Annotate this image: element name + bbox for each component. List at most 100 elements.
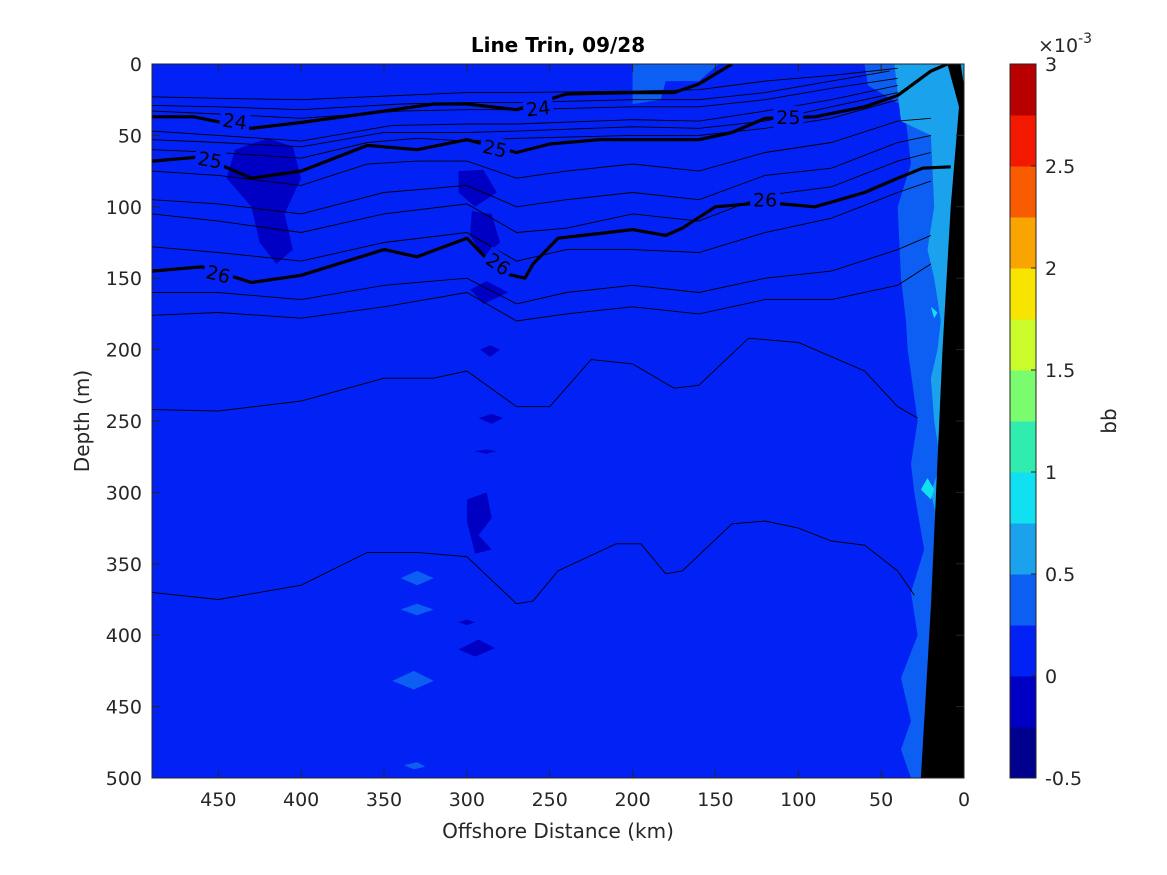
bold-contour-line-24 xyxy=(152,64,733,130)
contour-label-gap-7 xyxy=(750,188,781,211)
y-tick-label-400: 400 xyxy=(106,625,142,647)
thin-contour-line-11 xyxy=(152,263,932,322)
x-tick-label-300: 300 xyxy=(449,789,485,811)
contour-patch-13 xyxy=(392,670,434,690)
y-tick-label-100: 100 xyxy=(106,197,142,219)
thin-contour-line-0 xyxy=(152,67,898,101)
thin-contour-line-6 xyxy=(152,117,931,186)
x-tick-label-450: 450 xyxy=(200,789,236,811)
contour-patch-12 xyxy=(400,603,434,616)
contour-label-gap-4 xyxy=(773,105,804,128)
colorbar-swatch-7 xyxy=(1010,370,1036,422)
contour-patch-9 xyxy=(458,639,495,657)
colorbar-exponent: ×10-3 xyxy=(1038,31,1092,57)
contour-label-7: 26 xyxy=(753,190,777,212)
y-axis-label: Depth (m) xyxy=(70,370,94,472)
colorbar-tick-label-4: 1.5 xyxy=(1045,360,1075,382)
contour-patch-3 xyxy=(470,281,509,304)
contour-patch-7 xyxy=(466,492,492,554)
colorbar-swatch-4 xyxy=(1010,523,1036,575)
thin-contour-line-7 xyxy=(152,134,931,215)
colorbar-swatch-8 xyxy=(1010,319,1036,371)
y-axis: 0 50 100 150 200 250 300 350 400 450 500 xyxy=(106,54,964,790)
colorbar-swatch-10 xyxy=(1010,217,1036,269)
contour-patch-14 xyxy=(403,762,426,770)
x-tick-label-100: 100 xyxy=(780,789,816,811)
y-tick-label-0: 0 xyxy=(130,54,142,76)
colorbar: -0.5 0 0.5 1 1.5 2 2.5 3 ×10-3 bb xyxy=(1009,31,1121,790)
colorbar-swatch-2 xyxy=(1010,625,1036,677)
contour-label-4: 25 xyxy=(776,107,800,129)
colorbar-exponent-base: ×10 xyxy=(1038,35,1078,57)
x-tick-label-250: 250 xyxy=(532,789,568,811)
colorbar-tick-label-3: 1 xyxy=(1045,462,1057,484)
x-axis-label: Offshore Distance (km) xyxy=(442,819,674,843)
contour-label-1: 24 xyxy=(525,97,551,121)
colorbar-swatches xyxy=(1010,64,1036,779)
contour-label-2: 25 xyxy=(196,148,224,174)
contour-label-0: 24 xyxy=(221,110,248,135)
contour-label-gap-6 xyxy=(479,246,517,282)
colorbar-tick-label-2: 0.5 xyxy=(1045,564,1075,586)
x-tick-label-150: 150 xyxy=(697,789,733,811)
contour-patch-16 xyxy=(894,64,964,778)
colorbar-swatch-13 xyxy=(1010,64,1036,116)
thin-contour-line-12 xyxy=(152,337,918,419)
contour-patch-4 xyxy=(480,345,500,357)
colorbar-swatch-5 xyxy=(1010,472,1036,524)
thin-contour-line-10 xyxy=(152,234,932,305)
contour-label-gap-1 xyxy=(522,95,555,121)
contour-patch-6 xyxy=(473,449,497,454)
chart-title: Line Trin, 09/28 xyxy=(471,33,645,57)
contour-patch-0 xyxy=(226,138,302,264)
colorbar-swatch-1 xyxy=(1010,676,1036,728)
x-tick-label-350: 350 xyxy=(366,789,402,811)
contour-label-gap-2 xyxy=(193,146,227,174)
colorbar-swatch-9 xyxy=(1010,268,1036,320)
thin-contour-line-9 xyxy=(152,180,932,262)
colorbar-frame xyxy=(1009,63,1037,779)
colorbar-exponent-power: -3 xyxy=(1078,31,1092,47)
bold-contour-line-26 xyxy=(152,165,951,285)
colorbar-tick-label-5: 2 xyxy=(1045,258,1057,280)
contour-patch-18 xyxy=(930,306,938,319)
y-tick-label-450: 450 xyxy=(106,697,142,719)
contour-patch-5 xyxy=(478,413,504,424)
y-tick-label-500: 500 xyxy=(106,768,142,790)
colorbar-tick-label-6: 2.5 xyxy=(1045,156,1075,178)
colorbar-swatch-3 xyxy=(1010,574,1036,626)
x-axis: 450 400 350 300 250 200 150 100 50 0 xyxy=(200,64,970,811)
x-tick-label-0: 0 xyxy=(958,789,970,811)
colorbar-swatch-12 xyxy=(1010,115,1036,167)
contour-patch-2 xyxy=(470,211,500,257)
y-tick-label-150: 150 xyxy=(106,268,142,290)
thin-contour-line-8 xyxy=(152,152,932,233)
contour-label-gap-3 xyxy=(477,134,513,163)
y-tick-label-250: 250 xyxy=(106,411,142,433)
y-tick-label-200: 200 xyxy=(106,340,142,362)
bold-contour-lines xyxy=(152,64,951,285)
colorbar-tick-label-1: 0 xyxy=(1045,666,1057,688)
contour-patch-1 xyxy=(458,169,497,207)
x-tick-label-50: 50 xyxy=(869,789,893,811)
bold-contour-line-25 xyxy=(152,64,949,180)
colorbar-swatch-6 xyxy=(1010,421,1036,473)
bathymetry-mask xyxy=(920,64,964,778)
y-tick-label-300: 300 xyxy=(106,482,142,504)
colorbar-label: bb xyxy=(1097,408,1121,433)
thin-contour-line-1 xyxy=(152,70,890,111)
contour-patch-8 xyxy=(458,619,476,626)
x-tick-label-400: 400 xyxy=(283,789,319,811)
colorbar-tick-label-0: -0.5 xyxy=(1045,768,1082,790)
y-tick-label-50: 50 xyxy=(118,125,142,147)
colorbar-swatch-0 xyxy=(1010,727,1036,779)
contour-label-3: 25 xyxy=(481,136,510,163)
contour-patch-17 xyxy=(920,478,935,500)
thin-contour-lines xyxy=(152,67,932,605)
colorbar-tick-label-7: 3 xyxy=(1045,54,1057,76)
x-tick-label-200: 200 xyxy=(614,789,650,811)
contour-label-gap-0 xyxy=(218,108,252,135)
